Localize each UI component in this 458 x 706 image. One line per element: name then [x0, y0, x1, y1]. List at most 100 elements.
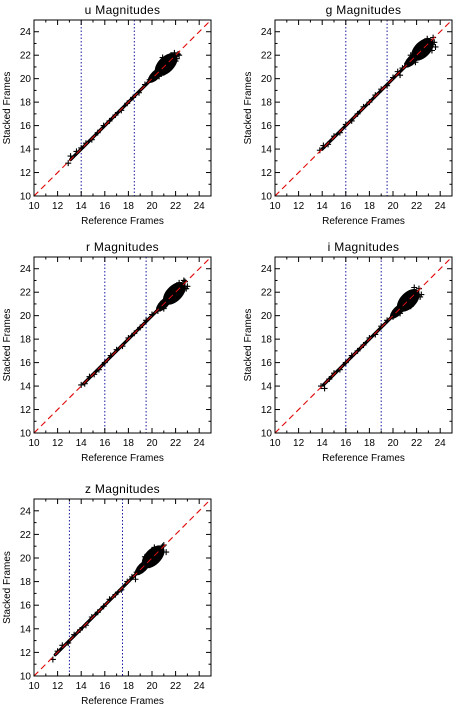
x-tick-label: 24	[194, 438, 206, 449]
data-point	[133, 569, 140, 576]
data-point	[107, 352, 114, 359]
data-point	[158, 61, 165, 68]
chart-title: g Magnitudes	[326, 3, 402, 17]
data-point	[180, 277, 187, 284]
y-tick-label: 16	[20, 601, 32, 612]
data-point	[65, 639, 72, 646]
data-point	[366, 334, 373, 341]
y-tick-label: 18	[20, 335, 32, 346]
x-tick-label: 22	[411, 201, 423, 212]
y-tick-label: 24	[261, 264, 273, 275]
data-point	[354, 110, 361, 117]
data-point	[412, 289, 419, 296]
x-tick-label: 16	[340, 201, 352, 212]
data-point	[154, 307, 161, 314]
x-tick-label: 20	[387, 438, 399, 449]
y-tick-label: 14	[20, 145, 32, 156]
data-point	[67, 153, 74, 160]
data-point	[106, 117, 113, 124]
y-tick-label: 22	[261, 51, 273, 62]
data-point	[348, 352, 355, 359]
y-axis-label: Stacked Frames	[2, 551, 13, 624]
data-point	[430, 34, 437, 41]
data-point	[151, 544, 158, 551]
data-layer	[275, 257, 452, 433]
data-point	[94, 129, 101, 136]
x-tick-label: 20	[387, 201, 399, 212]
y-tick-label: 10	[261, 429, 273, 440]
x-tick-label: 24	[435, 438, 447, 449]
data-point	[384, 82, 391, 89]
x-tick-label: 10	[28, 438, 40, 449]
data-point	[183, 285, 190, 292]
y-tick-label: 10	[20, 192, 32, 203]
data-point	[141, 553, 148, 560]
data-point	[91, 371, 98, 378]
data-point	[146, 76, 153, 83]
x-tick-label: 12	[52, 438, 64, 449]
data-point	[124, 578, 131, 585]
y-tick-label: 10	[261, 192, 273, 203]
x-tick-label: 22	[411, 438, 423, 449]
y-tick-label: 20	[261, 74, 273, 85]
y-tick-label: 18	[261, 98, 273, 109]
data-point	[138, 564, 145, 571]
x-tick-label: 10	[269, 438, 281, 449]
data-point	[394, 306, 401, 313]
data-point	[143, 317, 150, 324]
x-tick-label: 12	[293, 438, 305, 449]
y-tick-label: 24	[20, 27, 32, 38]
data-point	[326, 376, 333, 383]
data-point	[417, 293, 424, 300]
data-point	[172, 292, 179, 299]
data-point	[173, 286, 180, 293]
data-point	[159, 543, 166, 550]
data-point	[342, 359, 349, 366]
data-point	[147, 555, 154, 561]
x-tick-label: 18	[123, 201, 135, 212]
y-tick-label: 14	[261, 382, 273, 393]
chart-title: i Magnitudes	[328, 240, 400, 254]
y-tick-label: 24	[261, 27, 273, 38]
data-point	[130, 94, 137, 101]
x-tick-label: 20	[146, 201, 158, 212]
x-tick-label: 16	[99, 438, 111, 449]
x-tick-label: 14	[76, 438, 88, 449]
x-tick-label: 16	[340, 438, 352, 449]
data-point	[318, 383, 325, 390]
data-layer	[275, 20, 452, 196]
data-point	[95, 366, 102, 373]
x-axis-label: Reference Frames	[81, 696, 164, 706]
data-point	[316, 147, 323, 154]
data-point	[411, 284, 418, 291]
x-tick-label: 10	[269, 201, 281, 212]
y-tick-label: 12	[261, 405, 273, 416]
data-point	[118, 107, 125, 114]
panel-2: r Magnitudes Reference Frames Stacked Fram…	[2, 240, 212, 464]
y-tick-label: 20	[20, 74, 32, 85]
data-point	[384, 317, 391, 324]
data-point	[412, 59, 419, 66]
data-point	[176, 52, 183, 59]
data-point	[128, 573, 135, 580]
data-point	[321, 385, 328, 392]
x-tick-label: 22	[170, 438, 182, 449]
identity-line-overlay	[34, 499, 211, 676]
plot-frame	[33, 256, 212, 434]
y-tick-label: 24	[20, 506, 32, 517]
x-tick-label: 20	[146, 681, 158, 692]
data-point	[404, 60, 411, 67]
x-axis-label: Reference Frames	[81, 453, 164, 464]
data-point	[164, 296, 171, 303]
data-point	[65, 160, 72, 167]
data-point	[397, 310, 404, 317]
y-tick-label: 10	[20, 672, 32, 683]
data-point	[415, 42, 422, 49]
x-axis-label: Reference Frames	[322, 216, 405, 227]
x-tick-label: 16	[99, 201, 111, 212]
panel-0: u Magnitudes Reference Frames Stacked Fram…	[2, 3, 212, 227]
data-point	[163, 549, 170, 556]
data-point	[169, 59, 176, 66]
data-point	[390, 313, 396, 320]
data-point	[88, 136, 95, 143]
